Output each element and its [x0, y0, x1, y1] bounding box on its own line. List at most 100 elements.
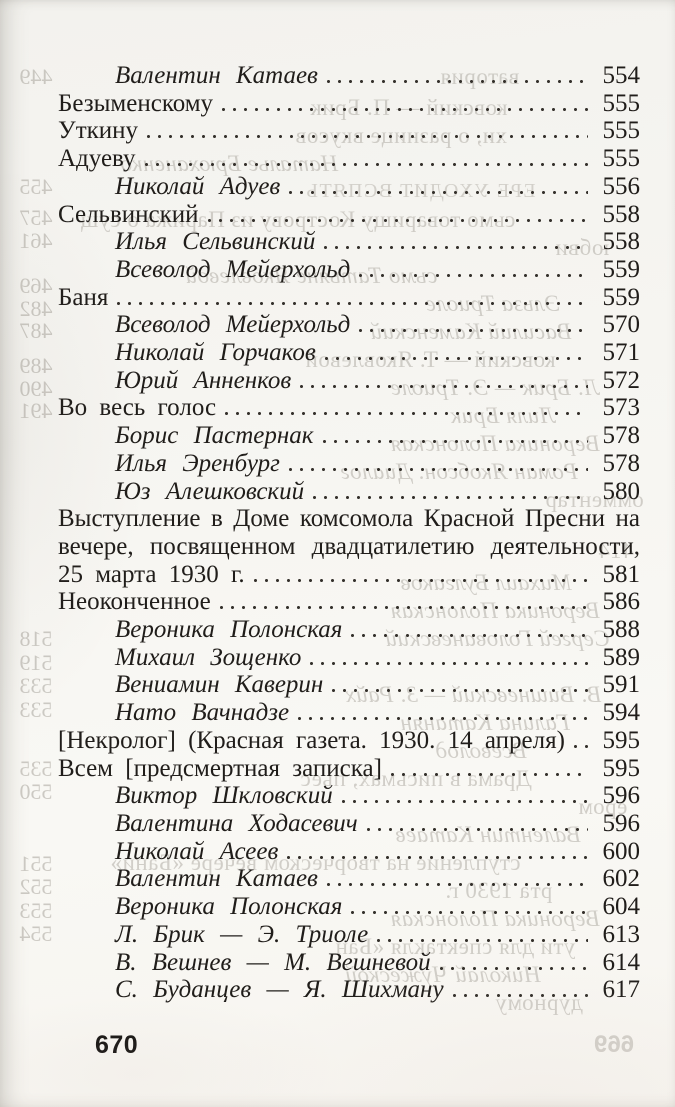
toc-entry-title: Уткину — [58, 117, 139, 145]
dotted-leader — [359, 329, 588, 333]
toc-entry: Вероника Полонская 588 — [58, 616, 640, 644]
bleedthrough-page-number: 669 — [594, 1031, 635, 1058]
toc-entry-title: Сельвинский — [58, 200, 199, 228]
dotted-leader — [366, 827, 588, 831]
toc-entry-page-number: 555 — [602, 117, 641, 145]
toc-entry-page-number: 600 — [602, 837, 641, 865]
dotted-leader — [573, 744, 588, 748]
toc-entry-page-number: 588 — [602, 616, 641, 644]
dotted-leader — [300, 384, 588, 388]
toc-entry-page-number: 578 — [602, 422, 641, 450]
toc-entry-page-number: 596 — [602, 782, 641, 810]
toc-entry-wrap-line: Выступление в Доме комсомола Красной Пре… — [58, 505, 640, 533]
toc-entry-title: [Некролог] (Красная газета. 1930. 14 апр… — [58, 726, 565, 754]
toc-entry-title: Вероника Полонская — [115, 893, 343, 921]
toc-entry-title: Виктор Шкловский — [115, 782, 333, 810]
dotted-leader — [351, 911, 588, 915]
toc-entry: Всеволод Мейерхольд 559 — [58, 256, 640, 284]
toc-entry-title: Илья Эренбург — [115, 449, 280, 477]
toc-entry: Валентин Катаев 602 — [58, 865, 640, 893]
toc-entry-title: Безыменскому — [58, 89, 214, 117]
toc-entry: [Некролог] (Красная газета. 1930. 14 апр… — [58, 727, 640, 755]
toc-entry: Всем [предсмертная записка] 595 — [58, 755, 640, 783]
toc-entry-title: Илья Сельвинский — [115, 228, 316, 256]
dotted-leader — [390, 772, 588, 776]
dotted-leader — [322, 440, 588, 444]
dotted-leader — [298, 717, 588, 721]
toc-entry-page-number: 586 — [602, 588, 641, 616]
toc-entry-page-number: 604 — [602, 893, 641, 921]
dotted-leader — [288, 467, 588, 471]
toc-entry: Сельвинский 558 — [58, 201, 640, 229]
toc-entry-page-number: 581 — [602, 560, 641, 588]
toc-entry-page-number: 554 — [602, 62, 641, 89]
toc-entry-page-number: 559 — [602, 283, 641, 311]
toc-entry-title: Валентина Ходасевич — [115, 809, 358, 837]
toc-entry-title: Вениамин Каверин — [115, 671, 324, 699]
toc-entry-page-number: 571 — [602, 339, 641, 367]
toc-entry-page-number: 556 — [602, 172, 641, 200]
dotted-leader — [332, 689, 588, 693]
toc-entry-page-number: 589 — [602, 643, 641, 671]
toc-entry-title: Всеволод Мейерхольд — [115, 311, 351, 339]
toc-entry: Валентин Катаев 554 — [58, 62, 640, 90]
toc-entry-page-number: 614 — [602, 948, 641, 976]
toc-entry: В. Вешнев — М. Вешневой 614 — [58, 949, 640, 977]
toc-entry: Адуеву 555 — [58, 145, 640, 173]
toc-entry-page-number: 572 — [602, 366, 641, 394]
toc-entry-title: Николай Асеев — [115, 837, 279, 865]
toc-entry: Всеволод Мейерхольд 570 — [58, 311, 640, 339]
toc-entry-title: С. Буданцев — Я. Шихману — [115, 976, 444, 1004]
toc-entry-page-number: 613 — [602, 920, 641, 948]
toc-entry: Николай Асеев 600 — [58, 838, 640, 866]
toc-entry-page-number: 578 — [602, 449, 641, 477]
toc-entry-page-number: 555 — [602, 89, 641, 117]
toc-entry-page-number: 573 — [602, 394, 641, 422]
toc-entry-title: Неоконченное — [58, 588, 211, 616]
dotted-leader — [253, 578, 588, 582]
toc-entry-page-number: 558 — [602, 228, 641, 256]
toc-entry-title: Нато Вачнадзе — [115, 699, 290, 727]
toc-entry: Борис Пастернак 578 — [58, 422, 640, 450]
toc-entry: Михаил Зощенко 589 — [58, 644, 640, 672]
toc-entry-page-number: 591 — [602, 671, 641, 699]
toc-entry-title: Вероника Полонская — [115, 616, 343, 644]
toc-entry-title: Во весь голос — [58, 394, 217, 422]
toc-entry: Баня 559 — [58, 284, 640, 312]
page-number: 670 — [95, 1031, 139, 1059]
toc-entry-page-number: 594 — [602, 699, 641, 727]
toc-entry-page-number: 580 — [602, 477, 641, 505]
dotted-leader — [326, 883, 588, 887]
toc-entry-title: Валентин Катаев — [115, 865, 318, 893]
toc-entry-page-number: 559 — [602, 255, 641, 283]
toc-entry-title: Валентин Катаев — [115, 62, 318, 89]
dotted-leader — [207, 218, 588, 222]
toc-entry: Неоконченное 586 — [58, 588, 640, 616]
toc-entry: Уткину 555 — [58, 117, 640, 145]
toc-entry: Юз Алешковский 580 — [58, 478, 640, 506]
toc-entry: Во весь голос 573 — [58, 394, 640, 422]
toc-entry: Юрий Анненков 572 — [58, 367, 640, 395]
toc-entry-title: В. Вешнев — М. Вешневой — [115, 948, 431, 976]
toc-entry-page-number: 602 — [602, 865, 641, 893]
toc-entry: Илья Сельвинский 558 — [58, 228, 640, 256]
dotted-leader — [359, 273, 588, 277]
dotted-leader — [219, 606, 588, 610]
toc-entry: С. Буданцев — Я. Шихману 617 — [58, 976, 640, 1004]
dotted-leader — [439, 966, 588, 970]
toc-entry-title: 25 марта 1930 г. — [58, 560, 245, 588]
toc-entry-page-number: 555 — [602, 145, 641, 173]
toc-entry-page-number: 570 — [602, 311, 641, 339]
toc-entry-title: Михаил Зощенко — [115, 643, 302, 671]
dotted-leader — [117, 301, 588, 305]
toc-entry-title: Николай Адуев — [115, 172, 281, 200]
toc-entry-title: Юз Алешковский — [115, 477, 305, 505]
toc-entry: Л. Брик — Э. Триоле 613 — [58, 921, 640, 949]
dotted-leader — [324, 246, 588, 250]
toc-entry-title: Борис Пастернак — [115, 422, 314, 450]
toc-entry: Николай Горчаков 571 — [58, 339, 640, 367]
toc-entry: Безыменскому 555 — [58, 90, 640, 118]
dotted-leader — [324, 357, 588, 361]
dotted-leader — [289, 190, 588, 194]
